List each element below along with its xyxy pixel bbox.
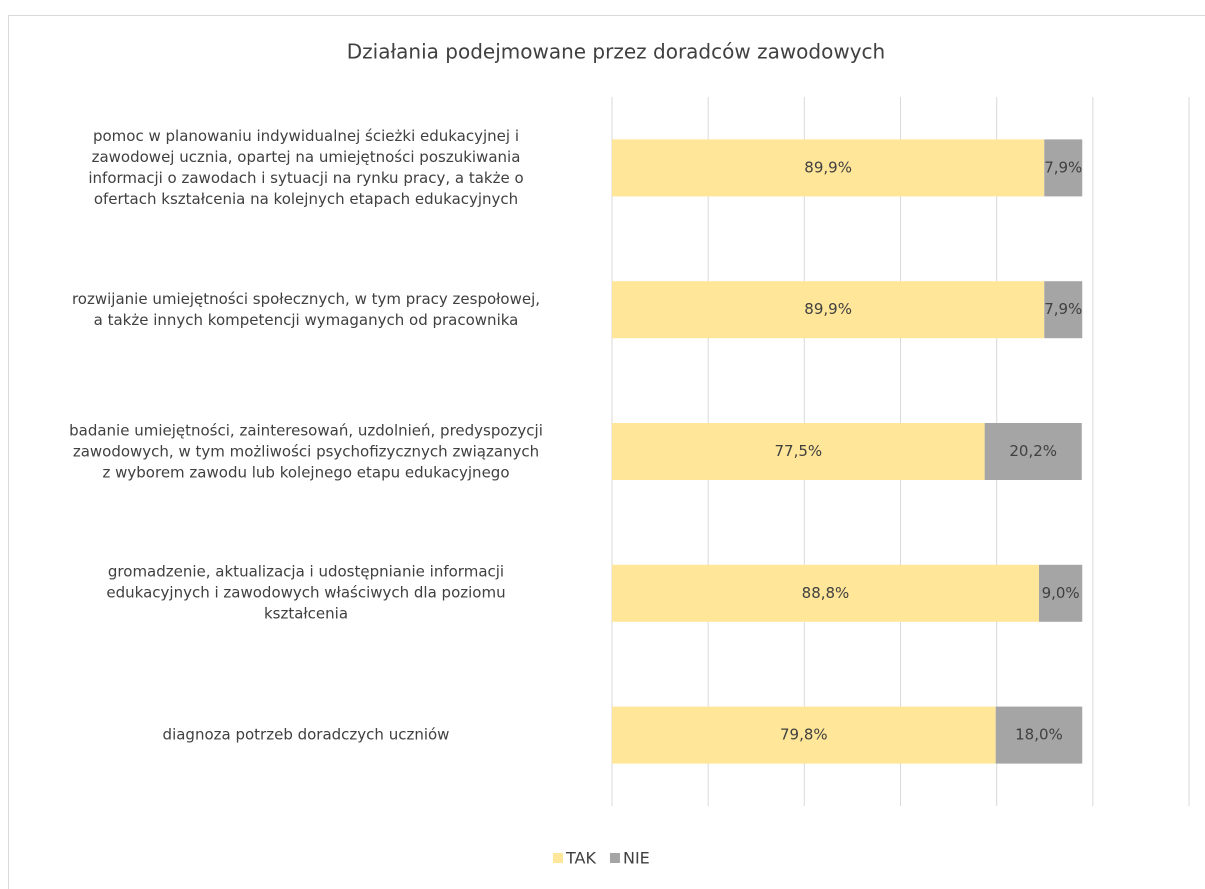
bar-segment xyxy=(1044,281,1083,339)
data-label: 9,0% xyxy=(1042,584,1080,602)
bar-segment xyxy=(612,281,1045,339)
bar-segment xyxy=(612,706,996,764)
data-label: 7,9% xyxy=(1044,158,1082,176)
category-label: gromadzenie, aktualizacja i udostępniani… xyxy=(106,562,506,623)
data-label: 77,5% xyxy=(774,442,822,460)
data-label: 7,9% xyxy=(1044,300,1082,318)
chart-title: Działania podejmowane przez doradców zaw… xyxy=(347,40,885,64)
category-label: pomoc w planowaniu indywidualnej ścieżki… xyxy=(88,126,524,208)
bar-segment xyxy=(984,423,1082,480)
bar-segment xyxy=(612,564,1039,622)
bar-segment xyxy=(612,423,985,480)
bar-segment xyxy=(612,139,1045,197)
legend-swatch xyxy=(609,853,620,863)
data-label: 89,9% xyxy=(804,158,852,176)
category-label: diagnoza potrzeb doradczych uczniów xyxy=(162,725,450,744)
legend-swatch xyxy=(553,853,563,863)
legend-label: TAK xyxy=(565,849,596,868)
bar-segment xyxy=(1044,139,1083,197)
bar-segment xyxy=(1038,564,1083,622)
data-label: 88,8% xyxy=(802,584,850,602)
data-label: 20,2% xyxy=(1009,442,1057,460)
category-label: badanie umiejętności, zainteresowań, uzd… xyxy=(69,421,543,481)
legend-label: NIE xyxy=(623,849,650,868)
category-label: rozwijanie umiejętności społecznych, w t… xyxy=(71,289,541,329)
data-label: 89,9% xyxy=(804,300,852,318)
data-label: 18,0% xyxy=(1015,726,1063,744)
data-label: 79,8% xyxy=(780,726,828,744)
bar-segment xyxy=(995,706,1083,764)
